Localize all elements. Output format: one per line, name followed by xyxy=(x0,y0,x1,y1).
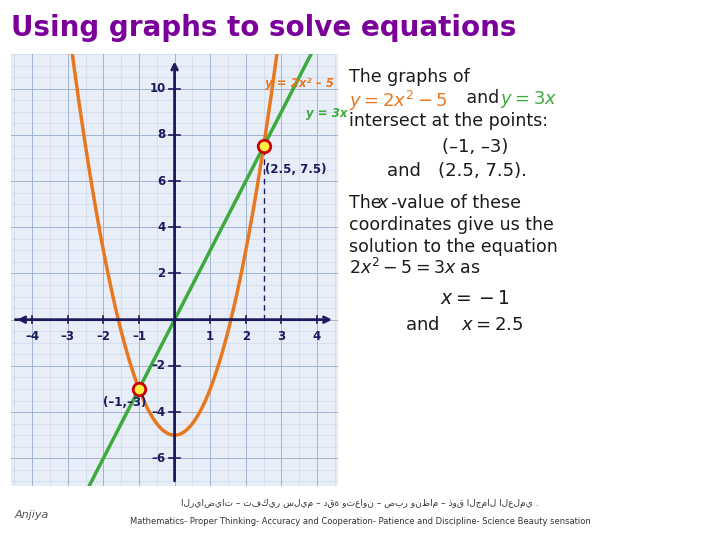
Text: –1: –1 xyxy=(132,330,146,343)
Text: $y = 3x$: $y = 3x$ xyxy=(500,89,558,110)
Text: 6: 6 xyxy=(158,174,166,187)
Text: Mathematics- Proper Thinking- Accuracy and Cooperation- Patience and Discipline-: Mathematics- Proper Thinking- Accuracy a… xyxy=(130,517,590,526)
Text: –2: –2 xyxy=(152,360,166,373)
Text: –3: –3 xyxy=(60,330,75,343)
Text: Using graphs to solve equations: Using graphs to solve equations xyxy=(11,14,516,42)
Text: 10: 10 xyxy=(150,82,166,95)
Text: $x$: $x$ xyxy=(377,194,390,212)
Text: –2: –2 xyxy=(96,330,110,343)
Text: 1: 1 xyxy=(206,330,215,343)
Text: –4: –4 xyxy=(25,330,39,343)
Text: –4: –4 xyxy=(152,406,166,419)
Text: 2: 2 xyxy=(158,267,166,280)
Text: 2: 2 xyxy=(242,330,250,343)
Text: y = 2x² – 5: y = 2x² – 5 xyxy=(266,77,334,90)
Text: 3: 3 xyxy=(277,330,286,343)
Text: and   (2.5, 7.5).: and (2.5, 7.5). xyxy=(387,162,527,180)
Text: and: and xyxy=(461,89,505,107)
Text: y = 3x: y = 3x xyxy=(306,107,348,120)
Text: intersect at the points:: intersect at the points: xyxy=(349,112,548,130)
Text: 8: 8 xyxy=(158,129,166,141)
Text: $2x^2 - 5 = 3x$ as: $2x^2 - 5 = 3x$ as xyxy=(349,258,481,278)
Text: –6: –6 xyxy=(152,452,166,465)
Text: $x = -1$: $x = -1$ xyxy=(441,289,510,308)
Text: الرياضيات – تفكير سليم – دقة وتعاون – صبر ونظام – ذوق الجمال العلمي .: الرياضيات – تفكير سليم – دقة وتعاون – صب… xyxy=(181,500,539,509)
Text: and    $x = 2.5$: and $x = 2.5$ xyxy=(405,316,523,334)
Text: The graphs of: The graphs of xyxy=(349,68,470,85)
Text: solution to the equation: solution to the equation xyxy=(349,238,558,255)
Text: 4: 4 xyxy=(313,330,321,343)
Text: -value of these: -value of these xyxy=(391,194,521,212)
Text: (–1,–3): (–1,–3) xyxy=(103,396,146,409)
Text: 4: 4 xyxy=(158,221,166,234)
Text: (2.5, 7.5): (2.5, 7.5) xyxy=(266,163,327,176)
Text: (–1, –3): (–1, –3) xyxy=(442,138,508,156)
Text: The: The xyxy=(349,194,387,212)
Text: Anjiya: Anjiya xyxy=(14,510,49,521)
Text: $y = 2x^2 - 5$: $y = 2x^2 - 5$ xyxy=(349,89,448,113)
Text: coordinates give us the: coordinates give us the xyxy=(349,216,554,234)
